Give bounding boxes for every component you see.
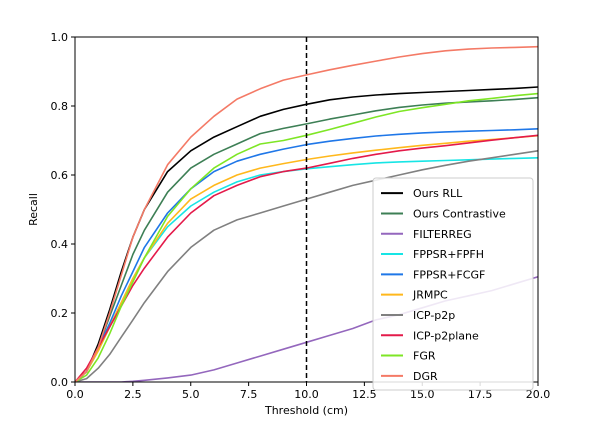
legend-box xyxy=(372,177,534,391)
x-tick-label: 0.0 xyxy=(66,388,84,401)
x-tick-label: 12.5 xyxy=(352,388,377,401)
series-line-fppsr-fcgf xyxy=(75,128,538,382)
x-tick-label: 10.0 xyxy=(294,388,319,401)
y-tick-label: 1.0 xyxy=(51,31,69,44)
y-tick-label: 0.2 xyxy=(51,307,69,320)
legend-label: JRMPC xyxy=(412,289,448,302)
series-line-dgr xyxy=(75,45,538,382)
legend-label: FPPSR+FCGF xyxy=(413,268,485,281)
legend-label: DGR xyxy=(413,370,438,383)
x-tick-label: 20.0 xyxy=(526,388,551,401)
x-axis-label: Threshold (cm) xyxy=(264,404,348,417)
legend: Ours RLL Ours Contrastive FILTERREG FPPSR+F… xyxy=(372,177,534,391)
legend-label: Ours RLL xyxy=(413,187,463,200)
y-tick-label: 0.0 xyxy=(51,376,69,389)
series-line-jrmpc xyxy=(75,134,538,382)
x-tick-label: 5.0 xyxy=(182,388,200,401)
legend-label: FILTERREG xyxy=(413,228,472,241)
x-tick-label: 2.5 xyxy=(124,388,142,401)
y-tick-label: 0.4 xyxy=(51,238,69,251)
series-lines xyxy=(75,45,538,382)
series-line-ours-rll xyxy=(75,86,538,382)
legend-label: ICP-p2plane xyxy=(413,329,479,342)
y-tick-label: 0.6 xyxy=(51,169,69,182)
x-tick-label: 7.5 xyxy=(240,388,258,401)
x-tick-label: 15.0 xyxy=(410,388,435,401)
x-tick-label: 17.5 xyxy=(468,388,493,401)
legend-label: FGR xyxy=(413,350,436,363)
series-line-icp-p2p xyxy=(75,150,538,382)
legend-label: ICP-p2p xyxy=(413,309,455,322)
y-axis-label: Recall xyxy=(27,193,40,226)
legend-label: FPPSR+FPFH xyxy=(413,248,484,261)
series-line-fgr xyxy=(75,92,538,382)
legend-label: Ours Contrastive xyxy=(413,207,506,220)
y-tick-label: 0.8 xyxy=(51,100,69,113)
